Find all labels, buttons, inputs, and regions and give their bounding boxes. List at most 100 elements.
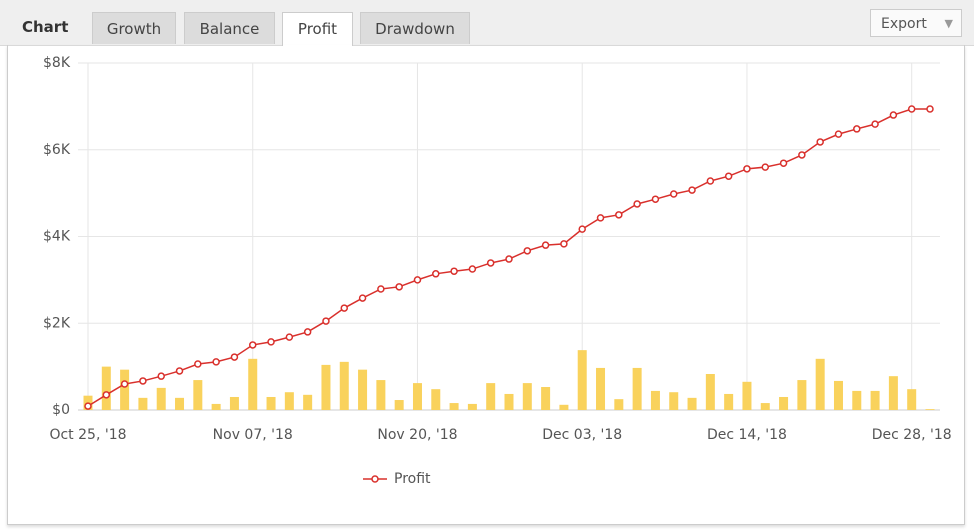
- bar: [504, 393, 514, 410]
- line-point: [486, 259, 495, 267]
- tab[interactable]: Drawdown: [360, 12, 470, 44]
- tab-bar-label: Chart: [22, 18, 69, 36]
- bar: [907, 389, 917, 410]
- bar: [559, 404, 569, 410]
- export-button[interactable]: Export ▼: [870, 9, 962, 37]
- line-point: [853, 125, 861, 133]
- bar: [888, 376, 898, 410]
- bar: [705, 373, 715, 410]
- bar: [596, 367, 606, 410]
- legend-marker: [371, 475, 379, 483]
- bar: [870, 390, 880, 410]
- line-point: [194, 360, 202, 368]
- bar: [193, 380, 203, 410]
- bar: [248, 358, 258, 410]
- bar: [833, 380, 843, 410]
- y-tick-label: $4K: [43, 229, 71, 245]
- line-point: [413, 276, 422, 284]
- bar: [156, 387, 166, 410]
- line-point: [651, 195, 660, 203]
- bar: [266, 396, 276, 410]
- line-point: [450, 267, 458, 275]
- bar: [925, 409, 935, 410]
- bar: [797, 380, 807, 410]
- line-point: [907, 105, 916, 113]
- tab[interactable]: Growth: [92, 12, 176, 44]
- bar: [394, 400, 404, 410]
- line-point: [633, 200, 641, 208]
- y-tick-label: $0: [52, 402, 70, 418]
- tab-bar: Chart Growth Balance Profit Drawdown Exp…: [0, 0, 974, 46]
- line-point: [706, 177, 715, 185]
- bar: [175, 397, 185, 410]
- line-point: [596, 214, 605, 222]
- bar: [852, 390, 862, 410]
- bar: [486, 383, 496, 410]
- bar: [742, 381, 752, 410]
- bar: [467, 403, 477, 410]
- line-point: [688, 186, 696, 194]
- bar: [376, 380, 386, 410]
- tab[interactable]: Balance: [184, 12, 275, 44]
- line-point: [779, 159, 788, 167]
- line-point: [578, 225, 586, 233]
- line-point: [157, 372, 165, 380]
- bar: [815, 358, 825, 410]
- line-point: [212, 358, 220, 366]
- bar: [632, 367, 642, 410]
- x-tick-label: Dec 28, '18: [872, 427, 952, 443]
- line-point: [120, 380, 129, 388]
- line-point: [560, 240, 568, 248]
- x-tick-label: Nov 20, '18: [377, 427, 457, 443]
- dropdown-arrow: ▼: [944, 17, 953, 30]
- bar: [669, 392, 679, 410]
- line-point: [303, 328, 312, 336]
- bar: [724, 393, 734, 410]
- bar: [760, 403, 770, 410]
- x-tick-label: Oct 25, '18: [49, 427, 126, 443]
- bar: [303, 394, 313, 410]
- tab-active[interactable]: Profit: [282, 12, 353, 46]
- line-point: [889, 111, 898, 119]
- line-point: [541, 241, 550, 249]
- bar: [339, 361, 349, 410]
- line-point: [743, 165, 751, 173]
- chart-frame: [7, 45, 965, 525]
- legend-label: Profit: [394, 471, 431, 487]
- bar: [449, 403, 459, 410]
- line-point: [523, 247, 532, 255]
- bar: [358, 369, 368, 410]
- y-tick-label: $2K: [43, 315, 71, 331]
- bar: [120, 369, 130, 410]
- line-point: [432, 270, 440, 278]
- line-point: [377, 285, 385, 293]
- bar: [211, 403, 221, 410]
- line-point: [669, 190, 678, 198]
- line-point: [230, 353, 239, 361]
- line-point: [468, 265, 477, 273]
- line-point: [798, 151, 806, 159]
- line-point: [358, 294, 367, 302]
- x-tick-label: Dec 14, '18: [707, 427, 787, 443]
- bar: [101, 366, 111, 410]
- line-point: [724, 172, 733, 180]
- bar: [431, 389, 441, 410]
- line-point: [816, 138, 824, 146]
- line-point: [761, 163, 770, 171]
- bar: [779, 396, 789, 410]
- line-point: [505, 255, 513, 263]
- line-point: [285, 333, 294, 341]
- line-point: [102, 391, 111, 399]
- x-tick-label: Dec 03, '18: [542, 427, 622, 443]
- bar: [284, 392, 294, 410]
- bar: [522, 383, 532, 410]
- bar: [321, 364, 331, 410]
- line-point: [267, 338, 275, 346]
- line-point: [175, 367, 184, 375]
- line-point: [322, 317, 330, 325]
- bar: [614, 399, 624, 410]
- bar: [412, 383, 422, 410]
- line-point: [615, 211, 623, 219]
